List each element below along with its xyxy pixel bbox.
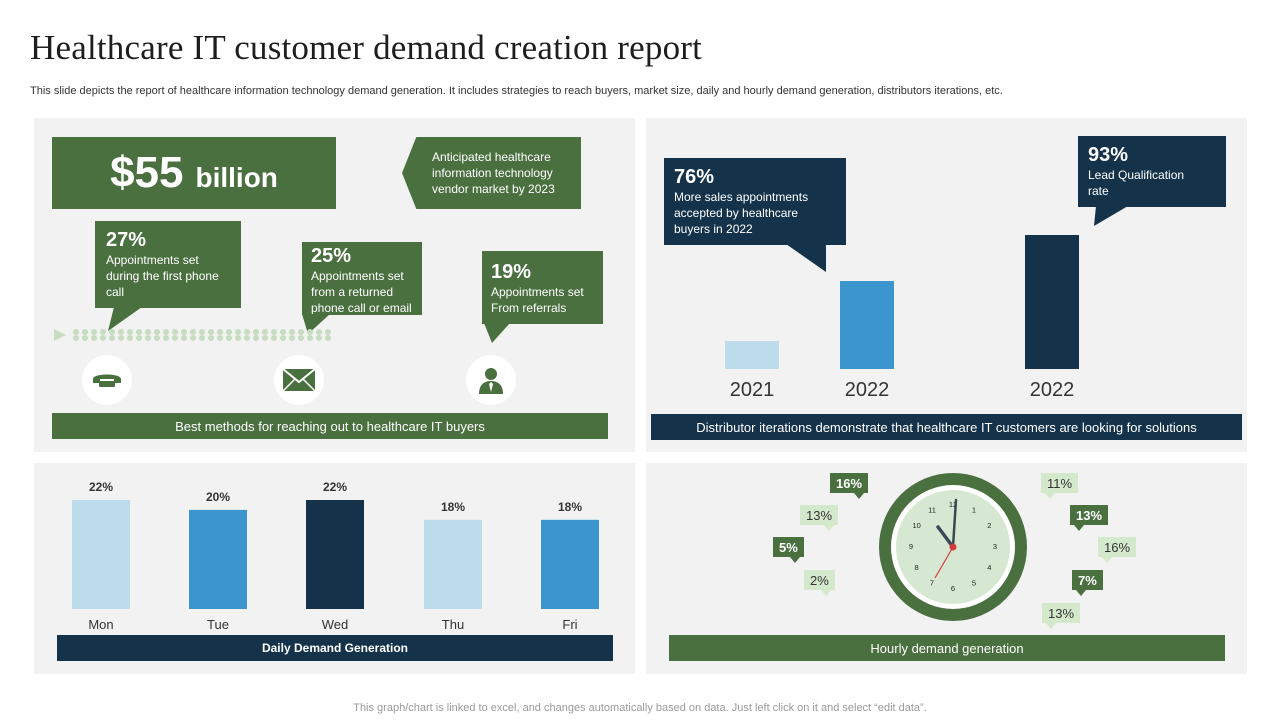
- clock-number: 7: [930, 578, 934, 587]
- callout-tail-2: [302, 314, 330, 334]
- bar-2022-1: [840, 281, 894, 369]
- tick-label: Thu: [442, 617, 464, 632]
- method-icon-circle-2: [274, 355, 324, 405]
- clock-number: 9: [909, 542, 913, 551]
- bar-thu: [424, 519, 482, 609]
- callout-pct: 93%: [1088, 144, 1129, 166]
- method-callout-1: 27% Appointments set during the first ph…: [95, 221, 241, 308]
- hourly-tag: 13%: [800, 505, 839, 531]
- bar-mon: [72, 500, 130, 609]
- method-text: Appointments set From referrals: [491, 285, 584, 315]
- data-label: 22%: [89, 480, 113, 494]
- bar-2022-2: [1025, 235, 1079, 369]
- distributor-panel: 2021 2022 2022 76% More sales appointments…: [646, 118, 1247, 452]
- tick-label: Fri: [562, 617, 577, 632]
- method-icon-circle-3: [466, 355, 516, 405]
- daily-demand-bar-chart: 22% Mon 20% Tue 22% Wed 18% Thu 18% Fri: [72, 480, 599, 632]
- clock-number: 6: [951, 584, 955, 593]
- person-icon: [479, 368, 503, 394]
- method-text: Appointments set during the first phone …: [106, 253, 219, 299]
- hourly-demand-label: Hourly demand generation: [669, 635, 1225, 661]
- callout-tail-right: [1094, 206, 1128, 226]
- bar-2021-0: [725, 341, 779, 369]
- clock-number: 2: [987, 521, 991, 530]
- tick-label: 2022: [845, 379, 890, 401]
- footer-note: This graph/chart is linked to excel, and…: [353, 702, 927, 714]
- tick-label: Mon: [88, 617, 113, 632]
- market-note: Anticipated healthcare information techn…: [402, 137, 581, 209]
- bar-wed: [306, 500, 364, 609]
- bar-tue: [189, 509, 247, 609]
- callout-tail-3: [484, 323, 510, 343]
- method-icon-circle-1: [82, 355, 132, 405]
- envelope-icon: [282, 368, 316, 392]
- callout-tail-left: [786, 244, 826, 272]
- hourly-tag: 13%: [1070, 505, 1109, 531]
- clock-number: 4: [987, 563, 991, 572]
- bar-fri: [541, 519, 599, 609]
- hourly-tag: 16%: [1098, 537, 1137, 563]
- market-value: $55: [110, 148, 184, 197]
- data-label: 22%: [323, 480, 347, 494]
- methods-label: Best methods for reaching out to healthc…: [52, 413, 608, 439]
- method-callout-3: 19% Appointments set From referrals: [482, 251, 603, 324]
- page-subtitle: This slide depicts the report of healthc…: [30, 85, 1003, 97]
- data-label: 18%: [558, 500, 582, 514]
- callout-tail-1: [108, 307, 142, 331]
- hourly-tag: 5%: [773, 537, 804, 563]
- method-pct: 27%: [106, 229, 147, 251]
- callout-text: More sales appointments accepted by heal…: [674, 190, 809, 236]
- distributor-bar-chart: 2021 2022 2022: [725, 235, 1079, 401]
- daily-demand-label: Daily Demand Generation: [57, 635, 613, 661]
- phone-icon: [93, 374, 121, 387]
- hourly-demand-panel: 12 1 2 3 4 5 6 7 8 9 10 11 16% 13% 5% 2% 11% 13% 16…: [646, 463, 1247, 674]
- tick-label: Tue: [207, 617, 229, 632]
- hourly-tag: 11%: [1041, 473, 1079, 499]
- clock-number: 5: [972, 578, 976, 587]
- clock-number: 1: [972, 506, 976, 515]
- market-size-box: $55 billion: [52, 137, 336, 209]
- hourly-tag: 13%: [1042, 603, 1081, 629]
- hourly-tag: 7%: [1072, 570, 1103, 596]
- hourly-tag: 2%: [804, 570, 835, 596]
- callout-pct: 76%: [674, 166, 715, 188]
- methods-panel: $55 billion Anticipated healthcare infor…: [34, 118, 635, 452]
- callout-text: Lead Qualification rate: [1088, 168, 1185, 198]
- hourly-tag: 16%: [830, 473, 869, 499]
- market-unit: billion: [195, 162, 278, 193]
- clock-number: 10: [912, 521, 920, 530]
- distributor-label: Distributor iterations demonstrate that …: [651, 414, 1242, 440]
- method-text: Appointments set from a returned phone c…: [311, 269, 412, 315]
- tick-label: 2022: [1030, 379, 1075, 401]
- dotted-arrow: [54, 329, 331, 341]
- clock-number: 8: [915, 563, 919, 572]
- data-label: 18%: [441, 500, 465, 514]
- page-title: Healthcare IT customer demand creation r…: [30, 28, 703, 67]
- data-label: 20%: [206, 490, 230, 504]
- clock-number: 12: [949, 500, 957, 509]
- distributor-callout-right: 93% Lead Qualification rate: [1078, 136, 1226, 207]
- clock-number: 11: [928, 506, 936, 515]
- daily-demand-panel: 22% Mon 20% Tue 22% Wed 18% Thu 18% Fri Daily Dem…: [34, 463, 635, 674]
- method-callout-2: 25% Appointments set from a returned pho…: [302, 242, 422, 315]
- method-pct: 19%: [491, 261, 532, 283]
- tick-label: 2021: [730, 379, 775, 401]
- distributor-callout-left: 76% More sales appointments accepted by …: [664, 158, 846, 245]
- method-pct: 25%: [311, 245, 352, 267]
- clock-number: 3: [993, 542, 997, 551]
- tick-label: Wed: [322, 617, 349, 632]
